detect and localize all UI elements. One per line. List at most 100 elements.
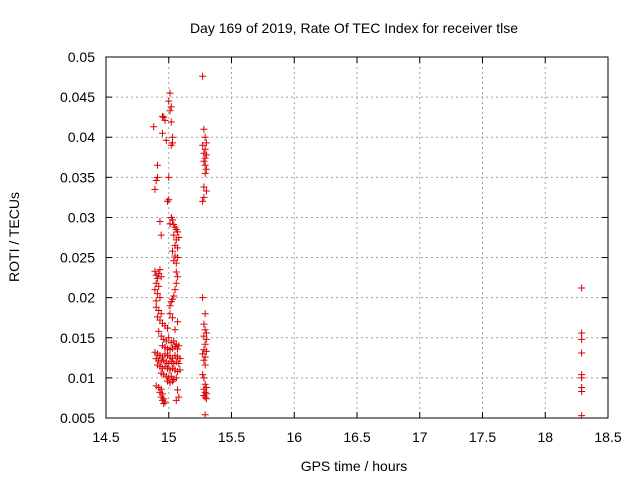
data-point bbox=[201, 361, 209, 369]
data-point bbox=[151, 267, 159, 275]
data-point bbox=[151, 185, 159, 193]
grid-lines bbox=[106, 57, 608, 418]
data-point bbox=[174, 318, 182, 326]
data-point bbox=[158, 112, 166, 120]
data-point bbox=[172, 374, 180, 382]
data-point bbox=[157, 273, 165, 281]
x-tick-label: 16 bbox=[286, 429, 302, 445]
data-point bbox=[166, 220, 174, 228]
data-point bbox=[176, 366, 184, 374]
x-tick-label: 15 bbox=[161, 429, 177, 445]
y-tick-label: 0.04 bbox=[68, 129, 95, 145]
data-point bbox=[174, 386, 182, 394]
data-point bbox=[202, 151, 210, 159]
data-point bbox=[578, 329, 586, 337]
y-tick-label: 0.01 bbox=[68, 370, 95, 386]
data-point bbox=[578, 388, 586, 396]
data-point bbox=[200, 183, 208, 191]
data-point bbox=[201, 161, 209, 169]
x-tick-label: 16.5 bbox=[343, 429, 370, 445]
data-point bbox=[155, 327, 163, 335]
data-point bbox=[152, 297, 160, 305]
y-tick-label: 0.02 bbox=[68, 290, 95, 306]
data-point bbox=[158, 129, 166, 137]
data-point bbox=[166, 302, 174, 310]
data-point bbox=[202, 139, 210, 147]
data-point bbox=[158, 390, 166, 398]
data-point bbox=[166, 107, 174, 115]
data-point bbox=[165, 173, 173, 181]
data-point bbox=[202, 335, 210, 343]
data-point bbox=[200, 193, 208, 201]
data-point bbox=[172, 268, 180, 276]
data-point bbox=[163, 197, 171, 205]
x-tick-label: 17.5 bbox=[469, 429, 496, 445]
data-point bbox=[170, 231, 178, 239]
axis-ticks bbox=[105, 56, 609, 419]
data-point bbox=[166, 310, 174, 318]
data-point bbox=[202, 347, 210, 355]
data-point bbox=[175, 359, 183, 367]
data-point bbox=[167, 118, 175, 126]
data-point bbox=[201, 380, 209, 388]
data-point bbox=[202, 187, 210, 195]
y-tick-label: 0.03 bbox=[68, 209, 95, 225]
x-tick-label: 18 bbox=[537, 429, 553, 445]
data-point bbox=[202, 165, 210, 173]
y-tick-label: 0.035 bbox=[60, 169, 95, 185]
data-point bbox=[176, 355, 184, 363]
data-point bbox=[578, 412, 586, 420]
data-point bbox=[174, 254, 182, 262]
data-point bbox=[201, 169, 209, 177]
x-axis-label: GPS time / hours bbox=[301, 458, 408, 474]
data-point bbox=[175, 342, 183, 350]
x-tick-label: 17 bbox=[412, 429, 428, 445]
data-point bbox=[174, 228, 182, 236]
data-point bbox=[153, 161, 161, 169]
data-point bbox=[200, 385, 208, 393]
data-point bbox=[157, 310, 165, 318]
data-point bbox=[167, 298, 175, 306]
y-axis-label: ROTI / TECUs bbox=[6, 192, 22, 282]
y-tick-label: 0.015 bbox=[60, 330, 95, 346]
data-point bbox=[160, 400, 168, 408]
data-point bbox=[150, 123, 158, 131]
data-point bbox=[165, 334, 173, 342]
data-point bbox=[578, 349, 586, 357]
data-point bbox=[199, 371, 207, 379]
data-point bbox=[156, 266, 164, 274]
data-point bbox=[165, 97, 173, 105]
x-tick-labels: 14.5 15 15.5 16 16.5 17 17.5 18 18.5 bbox=[92, 429, 621, 445]
data-point bbox=[201, 340, 209, 348]
y-tick-label: 0.045 bbox=[60, 89, 95, 105]
data-points bbox=[150, 72, 586, 420]
y-tick-label: 0.05 bbox=[68, 49, 95, 65]
chart-title: Day 169 of 2019, Rate Of TEC Index for r… bbox=[190, 20, 518, 36]
data-point bbox=[172, 259, 180, 267]
data-point bbox=[201, 310, 209, 318]
data-point bbox=[174, 345, 182, 353]
data-point bbox=[201, 393, 209, 401]
data-point bbox=[169, 377, 177, 385]
y-tick-label: 0.005 bbox=[60, 410, 95, 426]
data-point bbox=[151, 286, 159, 294]
data-point bbox=[166, 89, 174, 97]
data-point bbox=[156, 294, 164, 302]
data-point bbox=[201, 133, 209, 141]
data-point bbox=[157, 231, 165, 239]
data-point bbox=[169, 247, 177, 255]
data-point bbox=[202, 395, 210, 403]
data-point bbox=[165, 196, 173, 204]
data-point bbox=[201, 145, 209, 153]
data-point bbox=[200, 356, 208, 364]
y-tick-labels: 0.005 0.01 0.015 0.02 0.025 0.03 0.035 0.04 0.04… bbox=[60, 49, 95, 426]
data-point bbox=[578, 284, 586, 292]
data-point bbox=[175, 234, 183, 241]
data-point bbox=[172, 396, 180, 404]
data-point bbox=[199, 72, 207, 80]
data-point bbox=[162, 136, 170, 144]
data-point bbox=[200, 157, 208, 165]
x-tick-label: 15.5 bbox=[218, 429, 245, 445]
data-point bbox=[153, 290, 161, 298]
